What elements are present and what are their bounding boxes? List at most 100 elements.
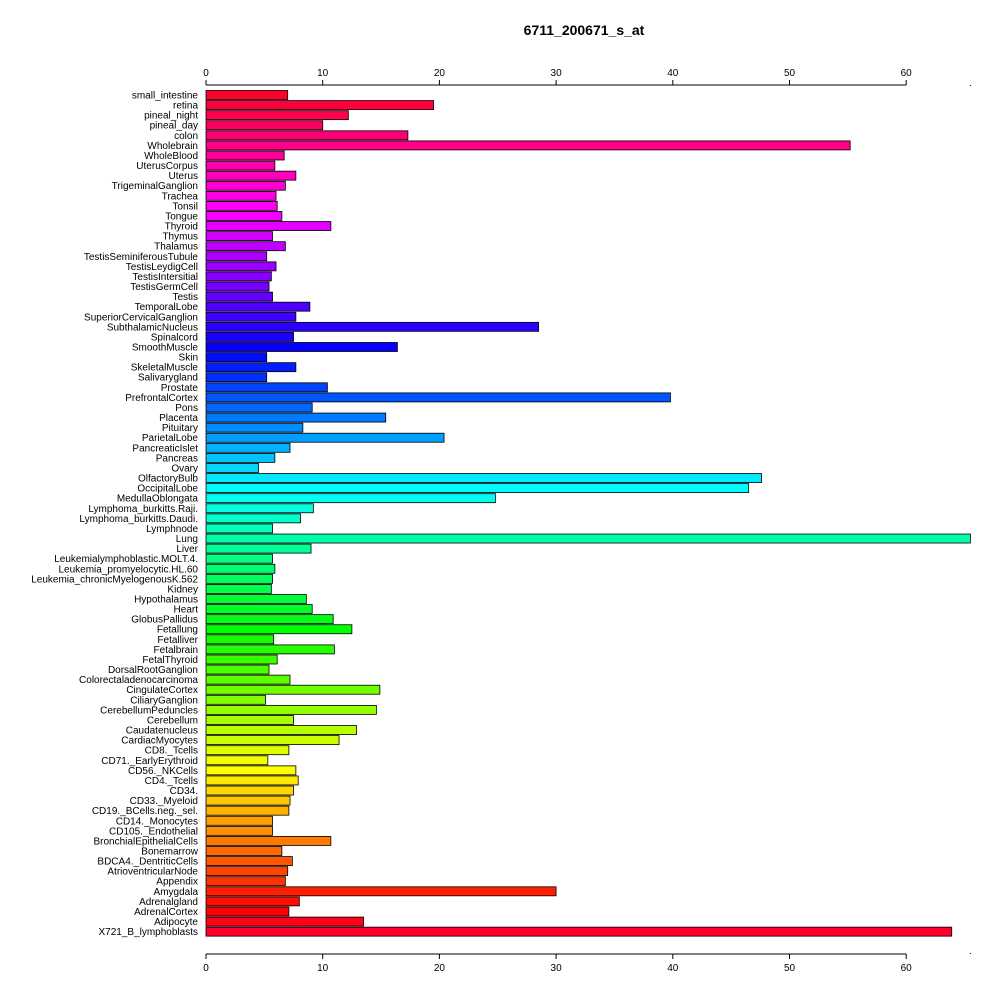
category-label: Fetalliver <box>157 635 198 646</box>
category-label: Salivarygland <box>138 373 198 384</box>
category-label: SmoothMuscle <box>132 343 199 354</box>
bar-CD105._Endothelial <box>205 825 273 836</box>
bar-PrefrontalCortex <box>205 392 671 403</box>
category-label: Heart <box>174 605 199 616</box>
category-label: Placenta <box>159 413 198 424</box>
bar-Testis <box>205 291 273 302</box>
category-label: Wholebrain <box>147 141 198 152</box>
bar-WholeBlood <box>205 150 285 161</box>
bar-Fetalliver <box>205 634 275 645</box>
tick-label: 10 <box>317 68 329 79</box>
category-label: X721_B_lymphoblasts <box>98 927 198 938</box>
category-label: Lymphoma_burkitts.Daudi. <box>79 514 198 525</box>
category-label: Lung <box>176 534 198 545</box>
tick-label: 30 <box>551 68 563 79</box>
bar-FetalThyroid <box>205 654 278 665</box>
tick-label: 10 <box>317 963 329 974</box>
bar-TrigeminalGanglion <box>205 180 286 191</box>
category-label: AdrenalCortex <box>134 907 198 918</box>
bar-TemporalLobe <box>205 301 311 312</box>
bar-Caudatenucleus <box>205 725 357 735</box>
bar-Pons <box>205 402 313 413</box>
category-label: DorsalRootGanglion <box>108 665 198 676</box>
category-label: CD14._Monocytes <box>116 816 198 827</box>
category-label: TemporalLobe <box>135 302 199 313</box>
bar-Thyroid <box>205 221 332 231</box>
bar-Hypothalamus <box>205 594 307 604</box>
category-label: Fetalbrain <box>154 645 198 656</box>
bar-OlfactoryBulb <box>205 473 762 483</box>
bar-Kidney <box>205 584 272 594</box>
category-label: Trachea <box>162 191 199 202</box>
category-label: Leukemialymphoblastic.MOLT.4. <box>54 554 198 565</box>
category-label: CD71._EarlyErythroid <box>101 756 198 767</box>
tick-label: 50 <box>784 963 796 974</box>
bar-GlobusPallidus <box>205 614 334 625</box>
category-label: SkeletalMuscle <box>131 363 199 374</box>
category-label: Pituitary <box>162 423 198 434</box>
bar-Spinalcord <box>205 332 294 342</box>
bar-DorsalRootGanglion <box>205 664 270 675</box>
category-label: TestisIntersitial <box>132 272 198 283</box>
category-label: Fetallung <box>157 625 198 636</box>
category-label: CD33._Myeloid <box>130 796 198 807</box>
bar-Skin <box>205 352 268 362</box>
tick-label: 50 <box>784 68 796 79</box>
bar-Lymphoma_burkitts.Raji. <box>205 503 314 514</box>
bar-PancreaticIslet <box>205 442 291 453</box>
category-label: Leukemia_promyelocytic.HL.60 <box>58 564 198 575</box>
bar-BDCA4._DentriticCells <box>205 856 293 866</box>
tick-label: 30 <box>551 963 563 974</box>
bar-CD4._Tcells <box>205 775 299 786</box>
category-label: Liver <box>176 544 198 555</box>
category-label: Skin <box>179 353 198 364</box>
category-label: ParietalLobe <box>142 433 199 444</box>
bar-CD19._BCells.neg._sel. <box>205 805 290 816</box>
bar-small_intestine <box>205 90 289 100</box>
bar-Adipocyte <box>205 916 364 927</box>
category-label: Thyroid <box>165 222 198 233</box>
bar-TestisIntersitial <box>205 271 272 282</box>
category-label: Leukemia_chronicMyelogenousK.562 <box>31 574 198 585</box>
axis-end-mark <box>969 85 971 86</box>
bar-MedullaOblongata <box>205 493 496 504</box>
bar-Cerebellum <box>205 715 294 725</box>
category-label: GlobusPallidus <box>131 615 198 626</box>
bar-Thalamus <box>205 241 286 252</box>
bar-AtrioventricularNode <box>205 866 289 877</box>
bar-Leukemialymphoblastic.MOLT.4. <box>205 553 273 564</box>
tick-label: 40 <box>667 963 679 974</box>
category-label: TestisLeydigCell <box>126 262 198 273</box>
category-label: CerebellumPeduncles <box>100 705 198 716</box>
category-label: TrigeminalGanglion <box>112 181 198 192</box>
bar-BronchialEpithelialCells <box>205 836 332 846</box>
bar-CD71._EarlyErythroid <box>205 755 269 766</box>
axis-end-mark <box>969 953 971 954</box>
bar-Heart <box>205 604 313 614</box>
category-label: OlfactoryBulb <box>138 474 198 485</box>
tick-label: 60 <box>901 963 913 974</box>
category-labels: small_intestineretinapineal_nightpineal_… <box>31 91 199 939</box>
tick-label: 20 <box>434 963 446 974</box>
bar-Salivarygland <box>205 372 268 383</box>
category-label: CD105._Endothelial <box>109 826 198 837</box>
bar-Lymphnode <box>205 523 273 534</box>
category-label: BronchialEpithelialCells <box>94 836 199 847</box>
category-label: PrefrontalCortex <box>125 393 198 404</box>
bar-Bonemarrow <box>205 846 283 856</box>
category-label: CardiacMyocytes <box>121 736 198 747</box>
category-label: Pons <box>175 403 198 414</box>
category-label: SuperiorCervicalGanglion <box>84 312 198 323</box>
category-label: CiliaryGanglion <box>130 695 198 706</box>
bar-TestisGermCell <box>205 281 270 292</box>
bar-ParietalLobe <box>205 432 445 443</box>
bar-SuperiorCervicalGanglion <box>205 311 297 322</box>
bar-SkeletalMuscle <box>205 362 297 373</box>
bar-Ovary <box>205 463 259 473</box>
category-label: Pancreas <box>156 453 198 464</box>
bottom-axis: 0 10 20 30 40 50 60 <box>203 953 971 974</box>
category-label: FetalThyroid <box>142 655 198 666</box>
bar-SubthalamicNucleus <box>205 321 540 332</box>
category-label: MedullaOblongata <box>117 494 199 505</box>
bar-Lung <box>205 533 971 544</box>
